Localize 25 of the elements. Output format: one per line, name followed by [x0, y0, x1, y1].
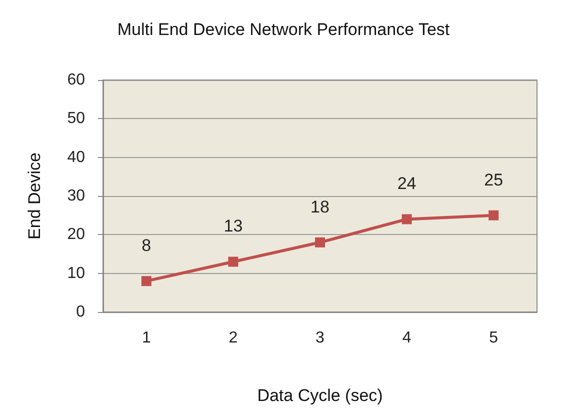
- data-label: 8: [142, 236, 152, 256]
- x-axis-title: Data Cycle (sec): [257, 386, 383, 405]
- data-label: 25: [484, 170, 504, 190]
- x-tick-label: 1: [142, 330, 151, 346]
- y-tick-label: 30: [67, 188, 86, 204]
- point: [488, 210, 499, 220]
- y-tick-label: 50: [67, 110, 86, 128]
- x-tick-label: 5: [489, 330, 498, 346]
- point: [228, 256, 238, 267]
- x-tick-label: 4: [402, 330, 412, 346]
- point: [141, 276, 152, 286]
- data-label: 18: [310, 197, 330, 216]
- x-tick-label: 2: [228, 330, 238, 346]
- y-tick-label: 20: [67, 226, 86, 244]
- y-tick-label: 60: [67, 72, 86, 88]
- y-tick-label: 10: [67, 264, 86, 282]
- y-axis-title: End Device: [25, 152, 44, 240]
- x-tick-label: 3: [316, 330, 325, 346]
- chart-title: Multi End Device Network Performance Test: [117, 20, 450, 39]
- y-tick-label: 40: [67, 148, 86, 166]
- point: [402, 214, 412, 224]
- point: [315, 237, 325, 248]
- y-tick-label: 0: [76, 304, 86, 320]
- data-label: 24: [397, 174, 416, 194]
- data-label: 13: [224, 216, 243, 236]
